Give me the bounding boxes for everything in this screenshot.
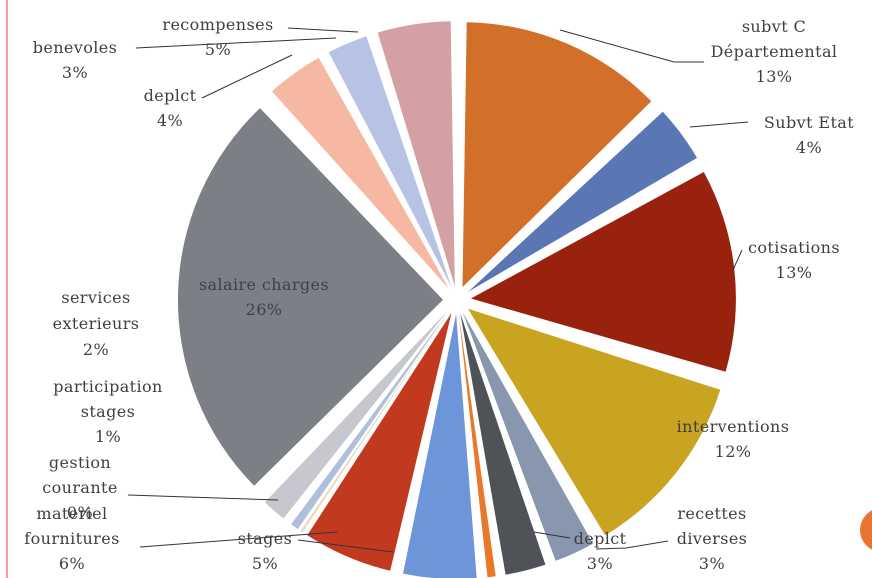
pie-slice <box>468 308 721 536</box>
data-label: services <box>61 288 130 307</box>
data-label: cotisations <box>748 238 840 257</box>
data-label: 6% <box>59 554 85 573</box>
pie-slice <box>462 22 652 288</box>
pie-slice <box>300 311 450 533</box>
pie-slice <box>291 311 449 530</box>
data-label: 5% <box>252 554 278 573</box>
data-label: 13% <box>776 263 813 282</box>
leader-line <box>139 531 338 548</box>
data-label: 3% <box>699 554 725 573</box>
pie-slice <box>177 108 443 486</box>
leader-line <box>689 121 749 128</box>
leader-line <box>201 54 293 99</box>
data-label: diverses <box>677 529 748 548</box>
pie-slice <box>377 21 455 287</box>
leader-line <box>297 539 394 553</box>
leader-line <box>732 249 743 271</box>
data-label: 4% <box>796 138 822 157</box>
pie-slice <box>403 314 477 578</box>
data-label: 13% <box>756 67 793 86</box>
data-label: interventions <box>677 417 790 436</box>
leader-line <box>559 29 704 63</box>
data-label: 0% <box>67 503 93 522</box>
pie-slice <box>460 313 546 575</box>
data-label: 5% <box>205 40 231 59</box>
leader-line <box>127 494 279 501</box>
leader-line <box>533 531 571 539</box>
leader-line <box>135 37 337 49</box>
data-label: deplct <box>574 529 627 548</box>
pie-slice <box>264 310 448 519</box>
data-label: 1% <box>95 427 121 446</box>
data-label: participation <box>53 377 163 396</box>
data-label: 3% <box>587 554 613 573</box>
leader-line <box>595 540 669 550</box>
data-label: Départemental <box>711 42 838 61</box>
data-label: stages <box>81 402 136 421</box>
data-label: deplct <box>144 86 197 105</box>
data-label: exterieurs <box>53 314 140 333</box>
data-label: gestion <box>49 453 111 472</box>
data-label: 4% <box>157 111 183 130</box>
data-label: subvt C <box>742 17 806 36</box>
data-label: salaire charges <box>199 275 329 294</box>
pie-slice <box>458 313 496 578</box>
data-label: courante <box>42 478 118 497</box>
pie-slice <box>462 312 593 561</box>
pie-slice <box>328 36 452 288</box>
data-label: 2% <box>83 340 109 359</box>
data-label: Subvt Etat <box>764 113 854 132</box>
leader-line <box>287 27 359 33</box>
data-label: recettes <box>677 504 746 523</box>
pie-slice <box>272 57 449 289</box>
pie-slice <box>468 111 697 292</box>
slide-left-rule <box>0 0 8 578</box>
data-label: 3% <box>62 63 88 82</box>
data-label: materiel <box>36 504 107 523</box>
data-label: stages <box>238 529 293 548</box>
data-label: fournitures <box>24 529 119 548</box>
slide-number-marker <box>860 508 872 552</box>
data-label: recompenses <box>162 15 273 34</box>
pie-slice <box>307 312 452 571</box>
data-label: 26% <box>246 300 283 319</box>
data-label: 12% <box>715 442 752 461</box>
data-label: benevoles <box>33 38 118 57</box>
pie-slice <box>470 172 736 372</box>
